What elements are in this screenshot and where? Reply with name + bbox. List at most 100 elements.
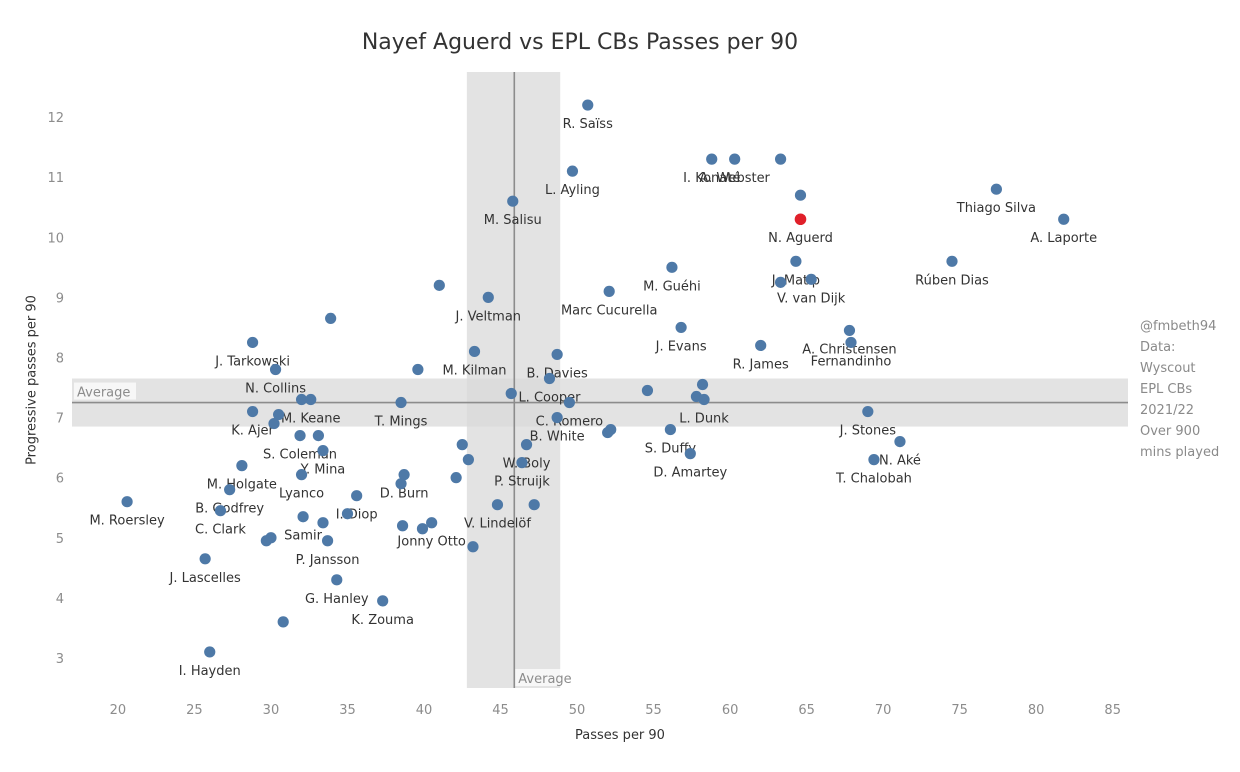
data-point [199,553,211,565]
data-point [468,345,481,358]
point-label: D. Burn [380,487,429,502]
chart-title: Nayef Aguerd vs EPL CBs Passes per 90 [361,30,799,55]
data-point [868,454,880,466]
average-label-bg [74,382,136,400]
data-point [729,153,741,165]
data-point [317,445,329,457]
point-label: D. Amartey [653,466,727,481]
data-point [641,384,654,397]
data-point [706,153,718,165]
point-label: I. Konaté [683,171,740,186]
y-tick-label: 6 [56,472,64,487]
data-point [505,387,517,400]
x-tick-label: 65 [798,703,815,718]
data-point [755,339,767,352]
y-tick-label: 9 [56,291,64,306]
x-tick-label: 25 [186,703,203,718]
data-point [843,324,856,337]
point-label: B. White [530,430,585,445]
data-point [551,348,563,361]
credit-line: Over 900 [1140,424,1201,439]
y-tick-label: 11 [47,171,64,186]
x-average-label: Average [518,672,571,687]
point-label: Y. Mina [300,463,346,478]
data-point [396,520,409,532]
point-label: Lyanco [279,487,324,502]
data-point [246,405,259,418]
data-point [312,429,324,442]
x-tick-label: 80 [1028,703,1045,718]
data-point [269,363,282,376]
x-tick-label: 85 [1104,703,1121,718]
data-point [566,165,579,177]
point-label: P. Jansson [296,553,360,568]
data-point [603,285,615,297]
data-point [398,469,410,481]
data-point [377,595,389,607]
data-point [520,439,533,451]
point-label: Marc Cucurella [561,303,657,318]
data-point [862,405,874,418]
point-label: J. Veltman [454,309,521,324]
point-label: S. Duffy [645,442,697,457]
data-point [236,460,248,472]
data-point [990,183,1002,195]
data-point [412,363,424,376]
data-point [516,457,528,469]
data-point [467,541,479,553]
point-label: T. Mings [374,415,428,430]
y-tick-label: 4 [56,592,64,607]
data-point [331,574,343,586]
point-label: J. Lascelles [169,571,241,586]
source-credit: @fmbeth94 Data: Wyscout EPL CBs 2021/22 … [1140,316,1238,463]
data-point [325,312,337,324]
data-point [214,505,227,517]
y-tick-label: 8 [56,351,64,366]
data-point [696,378,709,391]
data-point [774,276,787,288]
point-label: Samir [284,529,322,544]
credit-line: Wyscout [1140,361,1196,376]
y-tick-label: 7 [56,412,64,427]
point-label: Rúben Dias [915,273,989,288]
x-tick-label: 40 [416,703,433,718]
data-point [605,423,617,436]
data-point [774,153,787,165]
data-point [273,408,285,421]
data-point [246,336,259,349]
data-point [507,195,519,207]
point-label: M. Salisu [484,213,542,228]
point-label: P. Struijk [494,475,550,490]
x-tick-label: 45 [492,703,509,718]
point-label: M. Guéhi [643,279,701,294]
data-point [684,448,696,460]
data-point [698,393,710,406]
point-label: I. Diop [336,508,378,523]
data-point [528,499,540,511]
x-tick-label: 55 [645,703,662,718]
data-point [277,616,289,628]
data-point [224,484,236,496]
x-tick-label: 30 [263,703,280,718]
point-label: C. Romero [536,415,603,430]
y-tick-label: 12 [47,111,64,126]
y-tick-label: 10 [47,231,64,246]
data-point [946,255,958,267]
point-label: R. Saïss [563,117,613,132]
point-label: B. Godfrey [195,502,264,517]
y-tick-label: 5 [56,532,64,547]
data-point [351,490,363,502]
average-label-bg [515,669,578,686]
point-label: A. Laporte [1030,231,1097,246]
point-label: M. Roersley [89,514,165,529]
point-label: N. Aké [879,454,921,469]
point-label: Thiago Silva [956,201,1036,216]
data-point [341,508,354,520]
point-label: L. Ayling [545,183,600,198]
data-point [433,279,445,291]
y-tick-label: 3 [56,652,64,667]
data-point [491,499,504,511]
data-point [551,411,563,424]
point-label: V. Lindelöf [464,517,531,532]
